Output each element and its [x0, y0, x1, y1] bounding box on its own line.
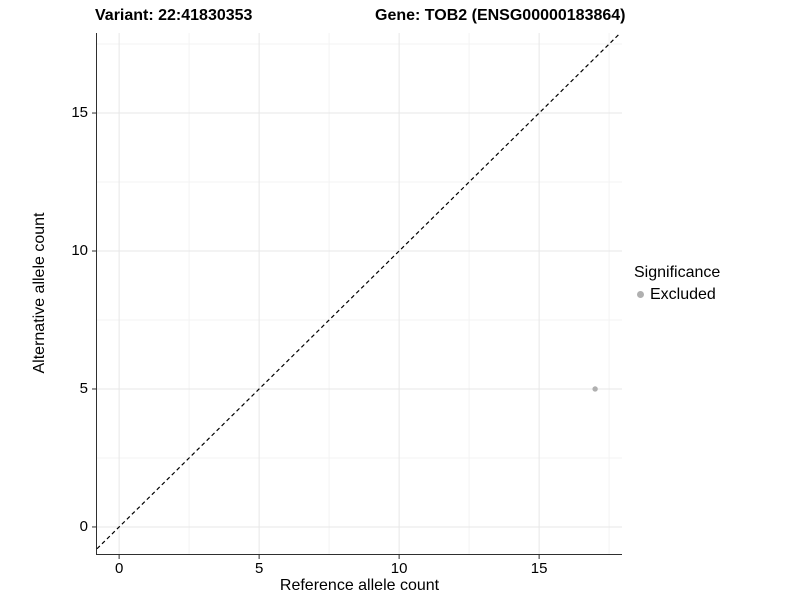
- y-tick-label: 5: [79, 379, 88, 397]
- data-point: [592, 386, 598, 392]
- y-tick-label: 10: [71, 242, 88, 259]
- y-axis-title: Alternative allele count: [31, 212, 48, 374]
- x-tick-label: 0: [114, 560, 124, 577]
- variant-title: Variant: 22:41830353: [95, 7, 253, 24]
- legend-key-dot-icon: [637, 291, 644, 298]
- x-axis-title: Reference allele count: [279, 577, 440, 594]
- y-tick-label: 0: [79, 517, 88, 535]
- gene-title: Gene: TOB2 (ENSG00000183864): [375, 7, 626, 24]
- legend-item: Excluded: [634, 285, 720, 304]
- x-tick-label: 15: [530, 560, 548, 577]
- x-tick-label: 5: [254, 560, 264, 577]
- legend-title: Significance: [634, 264, 721, 281]
- legend-item-label: Excluded: [650, 286, 716, 303]
- legend-items: Excluded: [634, 285, 720, 304]
- plot-panel: [92, 32, 622, 559]
- legend: Significance Excluded: [634, 264, 720, 304]
- identity-line: [96, 32, 621, 550]
- x-tick-label: 10: [390, 560, 408, 577]
- y-tick-label: 15: [71, 104, 88, 122]
- panel-svg: [92, 32, 622, 559]
